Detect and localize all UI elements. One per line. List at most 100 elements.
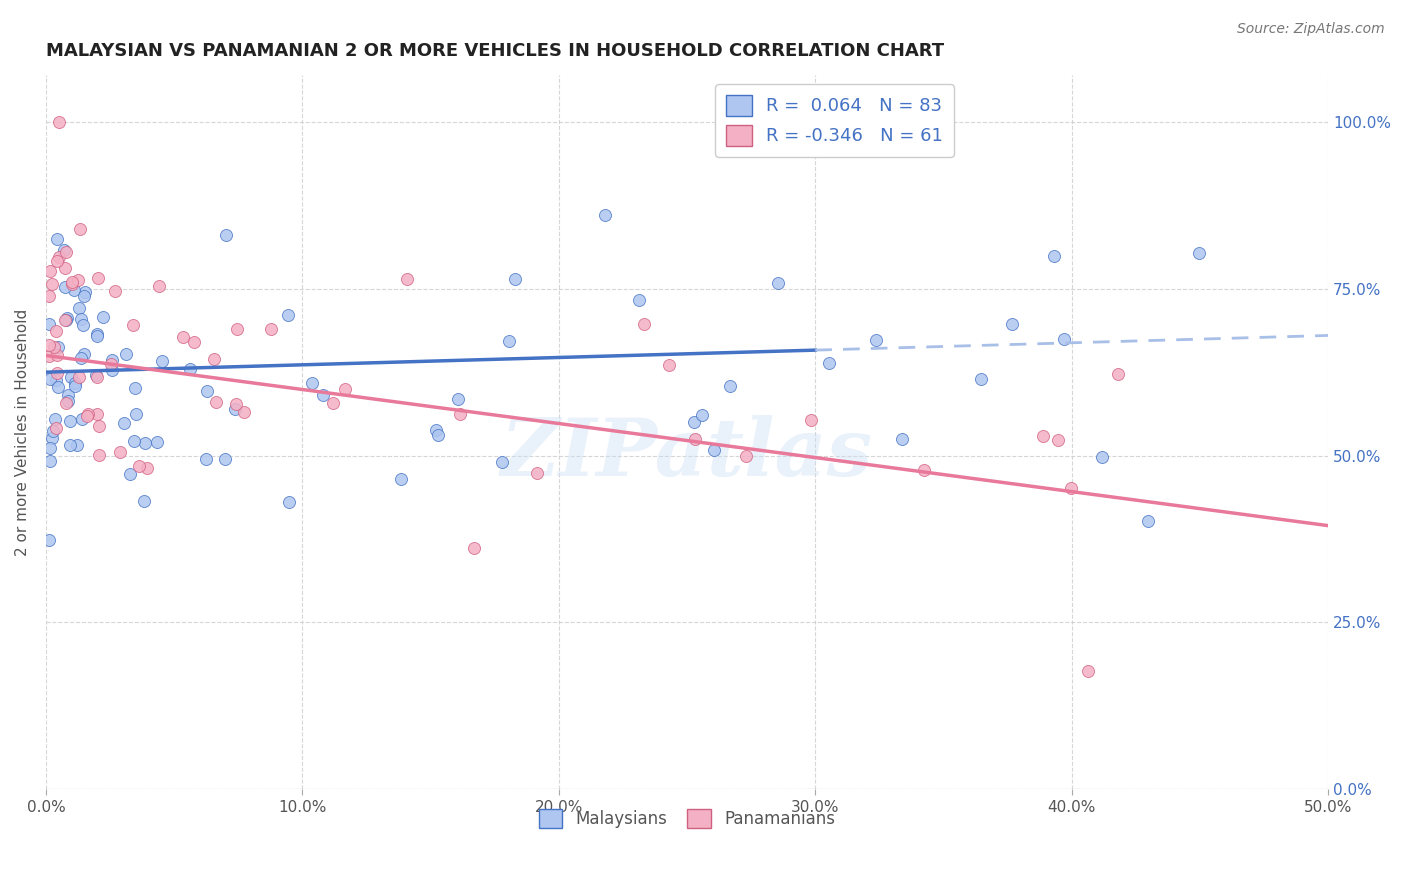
- Point: [63, 376, 86, 390]
- Y-axis label: 2 or more Vehicles in Household: 2 or more Vehicles in Household: [15, 309, 30, 556]
- Point: [124, 381, 146, 395]
- Point: [46, 366, 69, 380]
- Point: [232, 405, 254, 419]
- Point: [183, 334, 205, 349]
- Point: [46, 380, 69, 394]
- Point: [333, 382, 356, 396]
- Point: [55, 244, 77, 259]
- Point: [1187, 245, 1209, 260]
- Point: [224, 402, 246, 417]
- Point: [38, 338, 60, 352]
- Point: [121, 318, 143, 332]
- Point: [970, 372, 993, 386]
- Point: [44, 412, 66, 426]
- Point: [104, 284, 127, 298]
- Point: [86, 326, 108, 341]
- Point: [225, 397, 247, 411]
- Point: [735, 449, 758, 463]
- Point: [55, 260, 77, 275]
- Point: [125, 407, 148, 421]
- Point: [115, 347, 138, 361]
- Point: [76, 409, 98, 423]
- Point: [865, 333, 887, 347]
- Point: [427, 428, 450, 442]
- Point: [1042, 249, 1064, 263]
- Point: [912, 463, 935, 477]
- Point: [72, 318, 94, 332]
- Point: [70, 351, 93, 365]
- Text: Source: ZipAtlas.com: Source: ZipAtlas.com: [1237, 22, 1385, 37]
- Point: [42, 425, 65, 439]
- Point: [73, 285, 96, 300]
- Point: [58, 388, 80, 402]
- Point: [56, 310, 79, 325]
- Point: [86, 407, 108, 421]
- Text: ZIPatlas: ZIPatlas: [501, 415, 873, 492]
- Point: [38, 441, 60, 455]
- Point: [277, 308, 299, 322]
- Point: [100, 357, 122, 371]
- Point: [658, 358, 681, 372]
- Point: [45, 421, 67, 435]
- Point: [89, 419, 111, 434]
- Point: [312, 387, 335, 401]
- Point: [39, 454, 62, 468]
- Point: [55, 312, 77, 326]
- Point: [63, 283, 86, 297]
- Point: [215, 227, 238, 242]
- Point: [768, 277, 790, 291]
- Point: [41, 431, 63, 445]
- Point: [66, 273, 89, 287]
- Point: [59, 438, 82, 452]
- Legend: Malaysians, Panamanians: Malaysians, Panamanians: [533, 802, 842, 834]
- Text: MALAYSIAN VS PANAMANIAN 2 OR MORE VEHICLES IN HOUSEHOLD CORRELATION CHART: MALAYSIAN VS PANAMANIAN 2 OR MORE VEHICL…: [46, 42, 943, 60]
- Point: [692, 408, 714, 422]
- Point: [1001, 318, 1024, 332]
- Point: [301, 376, 323, 390]
- Point: [204, 395, 226, 409]
- Point: [1032, 428, 1054, 442]
- Point: [682, 415, 704, 429]
- Point: [146, 435, 169, 450]
- Point: [135, 461, 157, 475]
- Point: [86, 369, 108, 384]
- Point: [60, 275, 83, 289]
- Point: [45, 254, 67, 268]
- Point: [59, 414, 82, 428]
- Point: [118, 467, 141, 482]
- Point: [91, 310, 114, 324]
- Point: [226, 321, 249, 335]
- Point: [498, 334, 520, 349]
- Point: [70, 412, 93, 426]
- Point: [195, 384, 218, 398]
- Point: [66, 438, 89, 452]
- Point: [800, 413, 823, 427]
- Point: [703, 443, 725, 458]
- Point: [44, 340, 66, 354]
- Point: [56, 393, 79, 408]
- Point: [48, 115, 70, 129]
- Point: [39, 372, 62, 386]
- Point: [101, 352, 124, 367]
- Point: [69, 222, 91, 236]
- Point: [73, 289, 96, 303]
- Point: [259, 322, 281, 336]
- Point: [128, 459, 150, 474]
- Point: [67, 369, 90, 384]
- Point: [1059, 481, 1081, 495]
- Point: [148, 278, 170, 293]
- Point: [70, 311, 93, 326]
- Point: [110, 445, 132, 459]
- Point: [1091, 450, 1114, 465]
- Point: [202, 352, 225, 367]
- Point: [132, 494, 155, 508]
- Point: [122, 434, 145, 449]
- Point: [45, 231, 67, 245]
- Point: [1053, 332, 1076, 346]
- Point: [449, 408, 471, 422]
- Point: [194, 451, 217, 466]
- Point: [38, 318, 60, 332]
- Point: [425, 423, 447, 437]
- Point: [503, 272, 526, 286]
- Point: [72, 347, 94, 361]
